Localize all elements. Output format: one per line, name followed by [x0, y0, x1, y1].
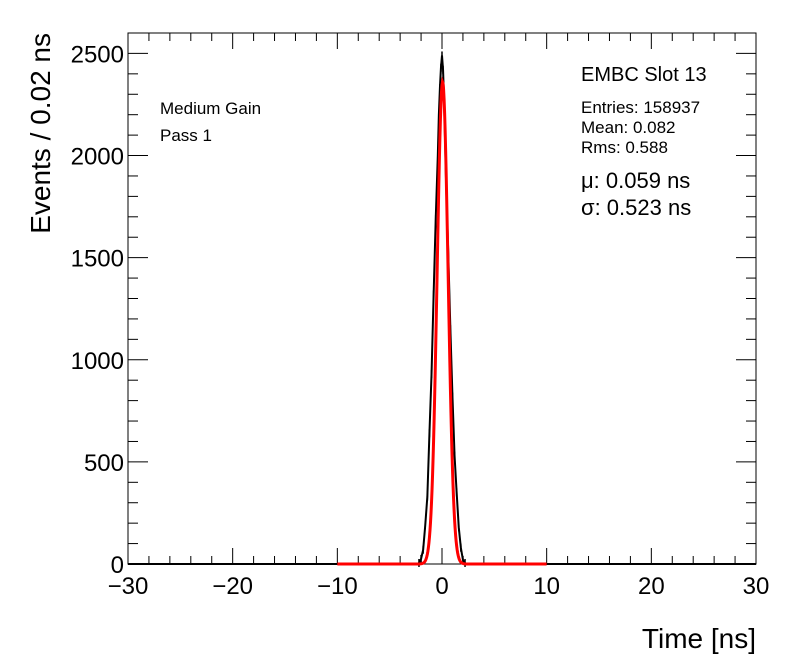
- x-tick-label: −10: [317, 573, 358, 600]
- x-axis-label: Time [ns]: [642, 623, 756, 654]
- x-tick-labels: −30 −20 −10 0 10 20 30: [108, 573, 770, 600]
- slot-label: EMBC Slot 13: [581, 64, 707, 86]
- entries-stat: Entries: 158937: [581, 98, 700, 117]
- axis-ticks: [127, 32, 757, 565]
- pass-label: Pass 1: [160, 126, 212, 145]
- x-tick-label: −30: [108, 573, 149, 600]
- y-tick-label: 2000: [71, 144, 124, 171]
- data-series: [128, 51, 756, 567]
- x-tick-label: 30: [743, 573, 770, 600]
- y-tick-label: 2500: [71, 41, 124, 68]
- y-tick-label: 1500: [71, 246, 124, 273]
- x-tick-label: −20: [212, 573, 253, 600]
- x-tick-label: 0: [435, 573, 448, 600]
- x-tick-label: 20: [638, 573, 665, 600]
- y-tick-label: 0: [111, 552, 124, 579]
- fit-mu: μ: 0.059 ns: [581, 168, 690, 193]
- mean-stat: Mean: 0.082: [581, 118, 676, 137]
- y-axis-label: Events / 0.02 ns: [25, 33, 56, 234]
- gaussian-fit-curve: [337, 76, 547, 566]
- y-tick-label: 500: [84, 450, 124, 477]
- y-tick-label: 1000: [71, 348, 124, 375]
- fit-sigma: σ: 0.523 ns: [581, 195, 691, 220]
- rms-stat: Rms: 0.588: [581, 138, 668, 157]
- gain-label: Medium Gain: [160, 99, 261, 118]
- y-tick-labels: 0 500 1000 1500 2000 2500: [71, 41, 124, 579]
- x-tick-label: 10: [533, 573, 560, 600]
